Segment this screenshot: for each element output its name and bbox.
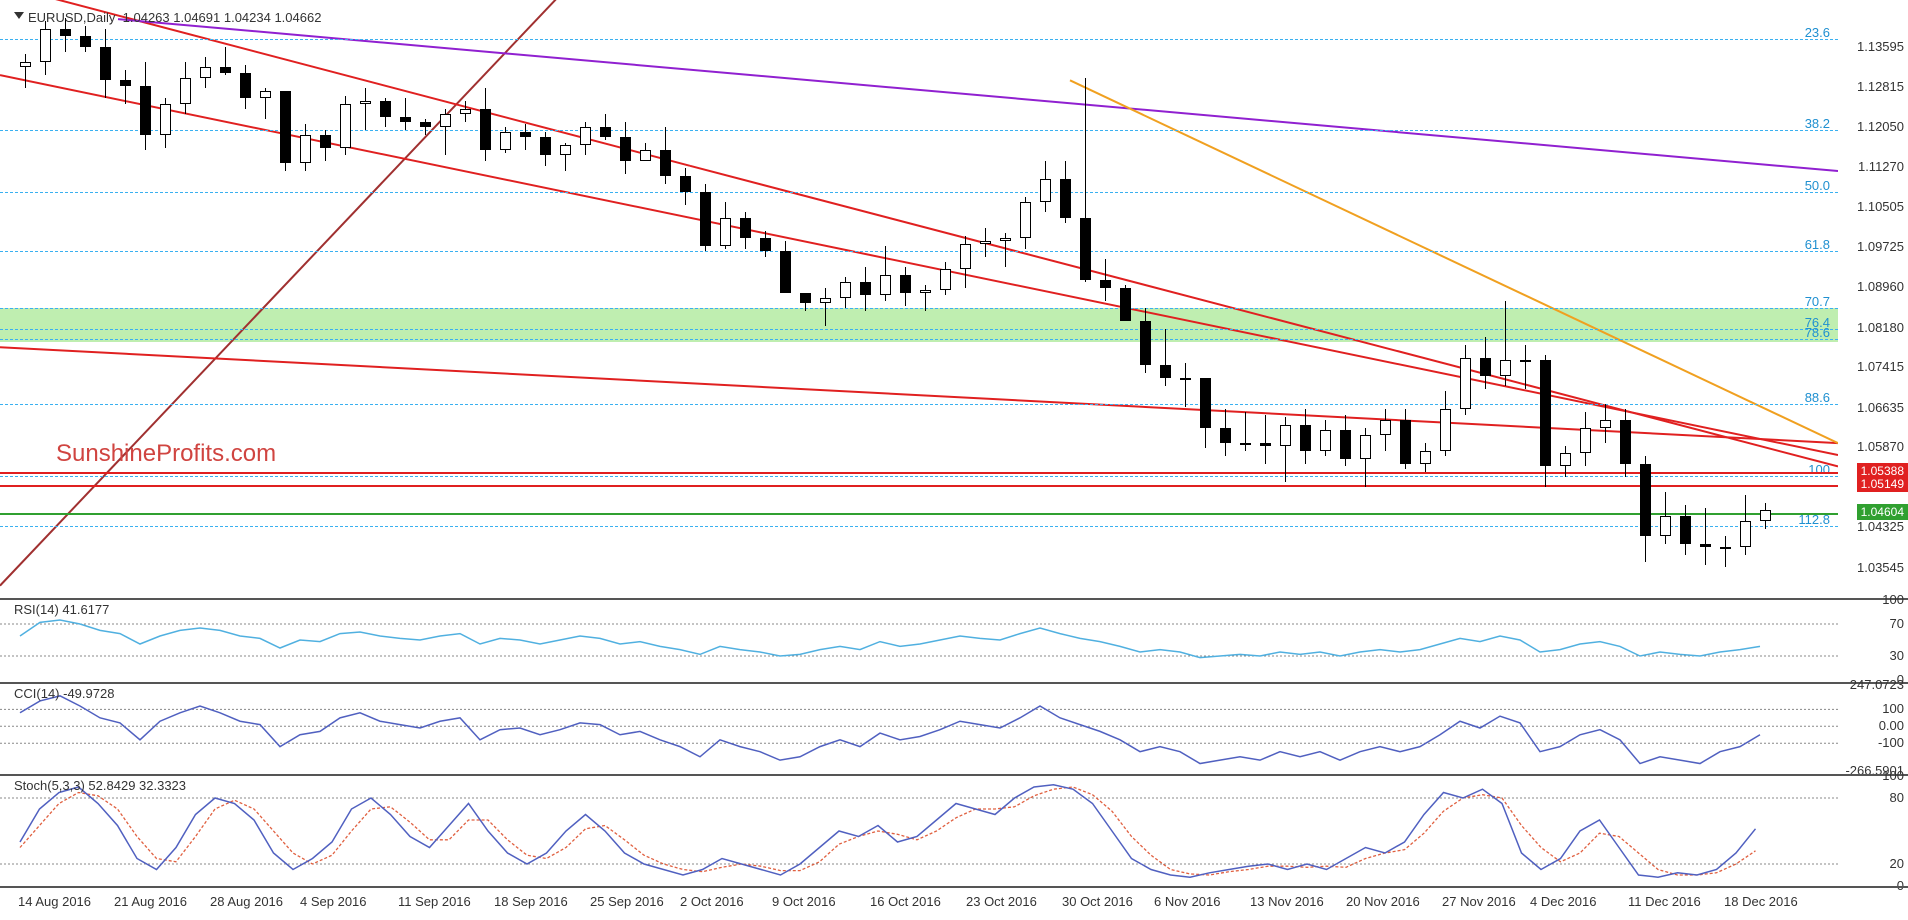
main-price-chart[interactable]: EURUSD,Daily 1.04263 1.04691 1.04234 1.0…: [0, 0, 1908, 596]
y-tick-label: 1.12050: [1857, 119, 1904, 134]
y-tick-label: 1.10505: [1857, 199, 1904, 214]
rsi-panel[interactable]: RSI(14) 41.6177 03070100: [0, 600, 1908, 680]
x-tick-label: 28 Aug 2016: [210, 894, 283, 909]
y-tick-label: 1.12815: [1857, 79, 1904, 94]
stoch-plot: [0, 776, 1838, 886]
fib-label: 38.2: [1805, 116, 1830, 131]
x-tick-label: 23 Oct 2016: [966, 894, 1037, 909]
fib-level-line: [0, 251, 1838, 252]
x-tick-label: 4 Dec 2016: [1530, 894, 1597, 909]
fib-label: 23.6: [1805, 25, 1830, 40]
rsi-ytick: 70: [1890, 616, 1904, 631]
y-tick-label: 1.04325: [1857, 519, 1904, 534]
y-tick-label: 1.11270: [1858, 159, 1904, 174]
stoch-title: Stoch(5,3,3) 52.8429 32.3323: [14, 778, 186, 793]
fib-label: 61.8: [1805, 237, 1830, 252]
fib-level-line: [0, 329, 1838, 330]
rsi-ytick: 100: [1882, 592, 1904, 607]
fib-level-line: [0, 476, 1838, 477]
x-tick-label: 25 Sep 2016: [590, 894, 664, 909]
cci-panel[interactable]: CCI(14) -49.9728 247.07231000.00-100-266…: [0, 684, 1908, 772]
horizontal-level-line: [0, 472, 1838, 474]
x-tick-label: 18 Dec 2016: [1724, 894, 1798, 909]
collapse-icon[interactable]: [14, 12, 24, 19]
cci-ytick: 0.00: [1879, 718, 1904, 733]
x-tick-label: 18 Sep 2016: [494, 894, 568, 909]
cci-plot: [0, 684, 1838, 772]
y-tick-label: 1.06635: [1857, 400, 1904, 415]
rsi-plot: [0, 600, 1838, 680]
fib-level-line: [0, 404, 1838, 405]
price-flag: 1.05149: [1857, 476, 1908, 492]
x-tick-label: 20 Nov 2016: [1346, 894, 1420, 909]
x-tick-label: 2 Oct 2016: [680, 894, 744, 909]
trend-lines-layer: [0, 0, 1838, 596]
fib-label: 50.0: [1805, 178, 1830, 193]
x-tick-label: 11 Sep 2016: [398, 894, 471, 909]
price-flag: 1.04604: [1857, 504, 1908, 520]
x-tick-label: 4 Sep 2016: [300, 894, 367, 909]
fib-level-line: [0, 192, 1838, 193]
x-tick-label: 30 Oct 2016: [1062, 894, 1133, 909]
rsi-title: RSI(14) 41.6177: [14, 602, 109, 617]
fib-level-line: [0, 308, 1838, 309]
stoch-panel[interactable]: Stoch(5,3,3) 52.8429 32.3323 02080100: [0, 776, 1908, 886]
support-zone: [0, 308, 1838, 342]
x-tick-label: 9 Oct 2016: [772, 894, 836, 909]
x-tick-label: 27 Nov 2016: [1442, 894, 1516, 909]
fib-label: 78.6: [1805, 325, 1830, 340]
fib-label: 88.6: [1805, 390, 1830, 405]
y-tick-label: 1.03545: [1857, 560, 1904, 575]
fib-level-line: [0, 39, 1838, 40]
chart-container: EURUSD,Daily 1.04263 1.04691 1.04234 1.0…: [0, 0, 1908, 920]
x-tick-label: 21 Aug 2016: [114, 894, 187, 909]
time-axis: 14 Aug 2016 21 Aug 2016 28 Aug 2016 4 Sep 2…: [0, 890, 1908, 920]
x-tick-label: 13 Nov 2016: [1250, 894, 1324, 909]
x-tick-label: 14 Aug 2016: [18, 894, 91, 909]
fib-label: 70.7: [1805, 294, 1830, 309]
chart-title: EURUSD,Daily 1.04263 1.04691 1.04234 1.0…: [28, 10, 321, 25]
x-tick-label: 16 Oct 2016: [870, 894, 941, 909]
y-tick-label: 1.08960: [1857, 279, 1904, 294]
stoch-ytick: 20: [1890, 856, 1904, 871]
cci-ytick: 100: [1882, 701, 1904, 716]
y-tick-label: 1.08180: [1857, 320, 1904, 335]
fib-level-line: [0, 130, 1838, 131]
cci-ytick: -100: [1878, 735, 1904, 750]
cci-ytick: 247.0723: [1850, 677, 1904, 692]
stoch-ytick: 80: [1890, 790, 1904, 805]
y-tick-label: 1.09725: [1857, 239, 1904, 254]
fib-level-line: [0, 526, 1838, 527]
fib-label: 100: [1808, 462, 1830, 477]
watermark-text: SunshineProfits.com: [56, 440, 276, 468]
y-tick-label: 1.13595: [1857, 39, 1904, 54]
panel-divider: [0, 886, 1908, 888]
cci-title: CCI(14) -49.9728: [14, 686, 114, 701]
rsi-ytick: 30: [1890, 648, 1904, 663]
horizontal-level-line: [0, 485, 1838, 487]
y-tick-label: 1.05870: [1857, 439, 1904, 454]
fib-level-line: [0, 339, 1838, 340]
x-tick-label: 11 Dec 2016: [1628, 894, 1701, 909]
y-tick-label: 1.07415: [1857, 359, 1904, 374]
x-tick-label: 6 Nov 2016: [1154, 894, 1221, 909]
horizontal-level-line: [0, 513, 1838, 515]
stoch-ytick: 100: [1882, 768, 1904, 783]
